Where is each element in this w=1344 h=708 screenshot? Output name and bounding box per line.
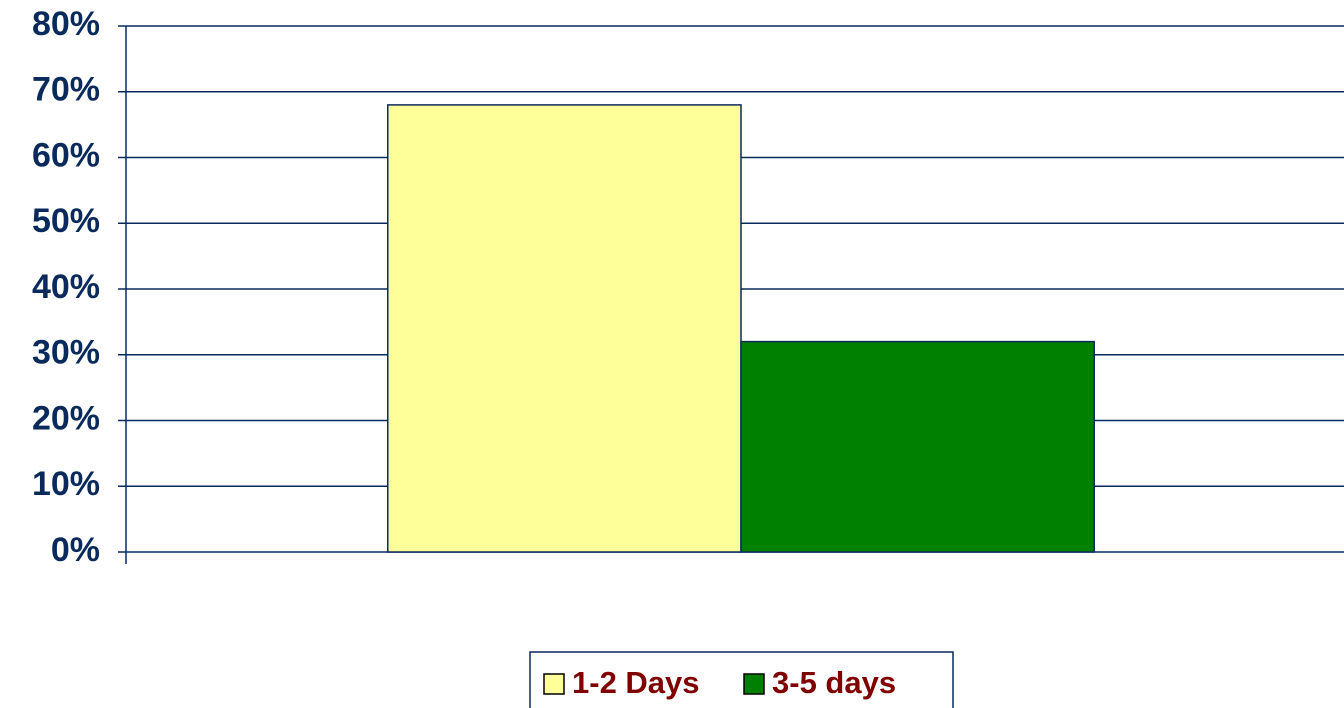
- y-tick-label: 30%: [32, 334, 100, 372]
- bar: [387, 104, 742, 553]
- y-tick-label: 70%: [32, 71, 100, 109]
- y-tick-label: 80%: [32, 5, 100, 43]
- y-tick-label: 20%: [32, 399, 100, 437]
- y-tick-label: 50%: [32, 202, 100, 240]
- legend-label: 1-2 Days: [572, 665, 700, 700]
- y-tick-label: 60%: [32, 136, 100, 174]
- legend-swatch: [543, 673, 565, 695]
- legend-box: [529, 651, 954, 708]
- y-tick-label: 40%: [32, 268, 100, 306]
- y-tick-label: 0%: [51, 531, 100, 569]
- legend-swatch: [743, 673, 765, 695]
- y-tick-label: 10%: [32, 465, 100, 503]
- bar: [740, 340, 1095, 553]
- legend-label: 3-5 days: [772, 665, 896, 700]
